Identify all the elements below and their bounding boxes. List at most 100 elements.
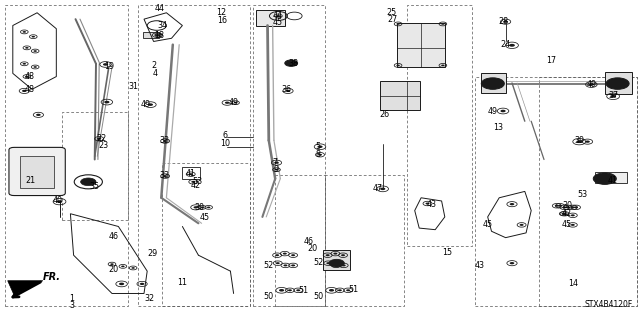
Circle shape	[56, 200, 63, 203]
Text: 10: 10	[220, 139, 230, 148]
Circle shape	[593, 173, 616, 184]
Text: 24: 24	[500, 40, 511, 49]
Circle shape	[157, 34, 161, 36]
Circle shape	[396, 23, 400, 25]
Circle shape	[441, 64, 445, 66]
Circle shape	[274, 161, 279, 164]
Bar	[397, 23, 445, 67]
Text: 33: 33	[159, 136, 170, 145]
Text: 53: 53	[577, 190, 588, 199]
Circle shape	[342, 264, 346, 266]
Text: 23: 23	[98, 141, 108, 150]
Circle shape	[193, 206, 198, 209]
Text: 51: 51	[348, 285, 358, 294]
Circle shape	[36, 114, 41, 116]
Bar	[62, 112, 128, 220]
Circle shape	[275, 254, 279, 256]
Bar	[182, 167, 200, 179]
Circle shape	[25, 47, 29, 49]
Text: 53: 53	[192, 177, 202, 186]
Circle shape	[333, 253, 337, 255]
Bar	[539, 77, 637, 306]
Text: 5: 5	[316, 142, 321, 151]
Circle shape	[103, 63, 108, 66]
Bar	[325, 175, 404, 306]
Circle shape	[296, 289, 300, 291]
Circle shape	[481, 78, 504, 89]
Text: 49: 49	[488, 107, 498, 115]
Text: 20: 20	[307, 244, 317, 253]
Circle shape	[611, 95, 616, 98]
Circle shape	[279, 289, 284, 292]
Text: 28: 28	[498, 17, 508, 26]
Polygon shape	[8, 281, 43, 295]
Circle shape	[22, 63, 26, 65]
Text: 49: 49	[586, 80, 596, 89]
Bar	[475, 77, 637, 306]
Circle shape	[509, 44, 515, 47]
Text: 19: 19	[104, 63, 114, 71]
Text: 45: 45	[273, 18, 283, 27]
Text: 44: 44	[154, 4, 164, 13]
Circle shape	[563, 206, 566, 208]
Circle shape	[276, 262, 280, 264]
Circle shape	[441, 23, 445, 25]
Circle shape	[283, 253, 287, 255]
Text: 33: 33	[159, 171, 170, 180]
Text: 34: 34	[157, 21, 168, 30]
Circle shape	[509, 262, 515, 264]
Text: 46: 46	[303, 237, 314, 246]
Circle shape	[225, 101, 230, 104]
Circle shape	[500, 110, 506, 112]
FancyBboxPatch shape	[9, 147, 65, 196]
Text: FR.: FR.	[43, 272, 61, 282]
Text: 38: 38	[288, 59, 298, 68]
Text: 42: 42	[190, 181, 200, 189]
Bar	[380, 81, 420, 110]
Circle shape	[104, 101, 109, 103]
Bar	[407, 5, 472, 246]
Text: +: +	[97, 136, 102, 141]
Circle shape	[31, 36, 35, 38]
Text: 16: 16	[217, 16, 227, 25]
Circle shape	[329, 259, 344, 267]
Bar	[143, 32, 159, 38]
Circle shape	[163, 140, 167, 142]
Text: 30: 30	[195, 203, 205, 212]
Bar	[138, 5, 250, 306]
Text: 41: 41	[186, 169, 196, 178]
Text: 52: 52	[264, 261, 274, 270]
Bar	[481, 73, 506, 93]
Circle shape	[189, 173, 193, 175]
Text: 26: 26	[380, 110, 390, 119]
Bar	[20, 156, 54, 188]
Text: 30: 30	[562, 201, 572, 210]
Text: 45: 45	[200, 213, 210, 222]
Text: 44: 44	[273, 11, 283, 20]
Text: 41: 41	[608, 176, 618, 185]
Circle shape	[22, 90, 27, 92]
Circle shape	[285, 90, 291, 92]
Circle shape	[288, 289, 292, 291]
Text: 25: 25	[387, 8, 397, 17]
Text: 45: 45	[562, 220, 572, 229]
Circle shape	[22, 31, 26, 33]
Circle shape	[577, 140, 582, 143]
Circle shape	[81, 178, 96, 186]
Text: 32: 32	[145, 294, 155, 303]
Text: 4: 4	[152, 69, 157, 78]
Circle shape	[563, 213, 566, 215]
Text: 12: 12	[216, 8, 226, 17]
Circle shape	[555, 205, 559, 207]
Circle shape	[571, 206, 575, 208]
Text: 8: 8	[316, 150, 321, 159]
Circle shape	[509, 203, 515, 205]
Circle shape	[426, 203, 429, 204]
Circle shape	[566, 206, 570, 208]
Text: 39: 39	[574, 136, 584, 145]
Circle shape	[558, 205, 562, 207]
Text: 43: 43	[475, 261, 485, 270]
Text: 17: 17	[547, 56, 557, 65]
Text: 7: 7	[273, 158, 278, 167]
Bar	[256, 10, 285, 26]
